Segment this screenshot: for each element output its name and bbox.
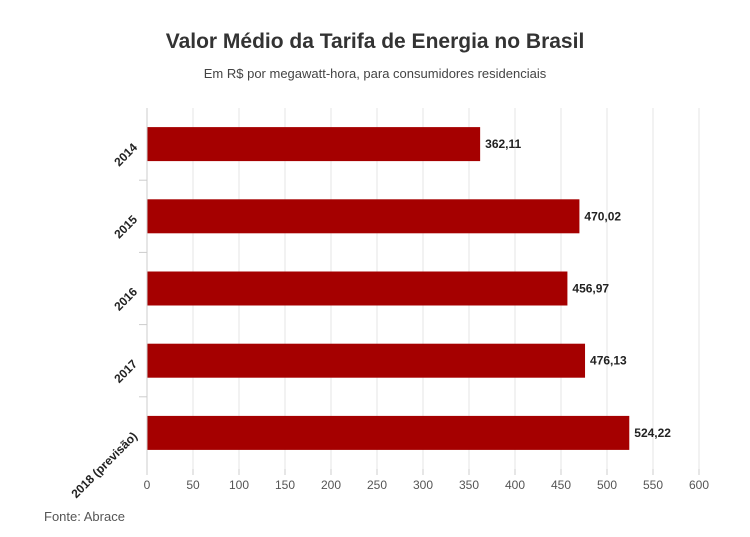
bar-2014 — [147, 127, 481, 162]
data-label: 362,11 — [485, 137, 521, 151]
y-tick-label: 2018 (previsão) — [68, 429, 140, 501]
y-tick-label: 2016 — [111, 284, 140, 313]
x-tick-label: 50 — [186, 478, 200, 492]
x-tick-label: 200 — [321, 478, 341, 492]
bars: 362,11 470,02 456,97 476,13 524,22 — [147, 127, 671, 450]
x-tick-label: 400 — [505, 478, 525, 492]
y-tick-label: 2014 — [111, 140, 140, 169]
x-tick-label: 150 — [275, 478, 295, 492]
data-label: 456,97 — [572, 282, 609, 296]
x-tick-label: 250 — [367, 478, 387, 492]
bar-2015 — [147, 199, 580, 234]
x-tick-label: 600 — [689, 478, 709, 492]
data-label: 470,02 — [584, 209, 621, 223]
data-label: 476,13 — [590, 354, 627, 368]
x-tick-label: 300 — [413, 478, 433, 492]
bar-2016 — [147, 271, 568, 306]
chart-title: Valor Médio da Tarifa de Energia no Bras… — [165, 30, 585, 53]
gridlines — [192, 108, 700, 469]
x-tick-label: 550 — [643, 478, 663, 492]
source-note: Fonte: Abrace — [44, 509, 125, 524]
chart-subtitle: Em R$ por megawatt-hora, para consumidor… — [203, 66, 547, 81]
y-tick-label: 2017 — [111, 357, 140, 386]
x-tick-label: 0 — [144, 478, 151, 492]
x-tick-label: 100 — [229, 478, 249, 492]
data-label: 524,22 — [634, 426, 671, 440]
x-tick-label: 450 — [551, 478, 571, 492]
bar-2018 — [147, 415, 630, 450]
x-tick-label: 500 — [597, 478, 617, 492]
x-tick-label: 350 — [459, 478, 479, 492]
y-tick-label: 2015 — [111, 212, 140, 241]
bar-2017 — [147, 343, 586, 378]
